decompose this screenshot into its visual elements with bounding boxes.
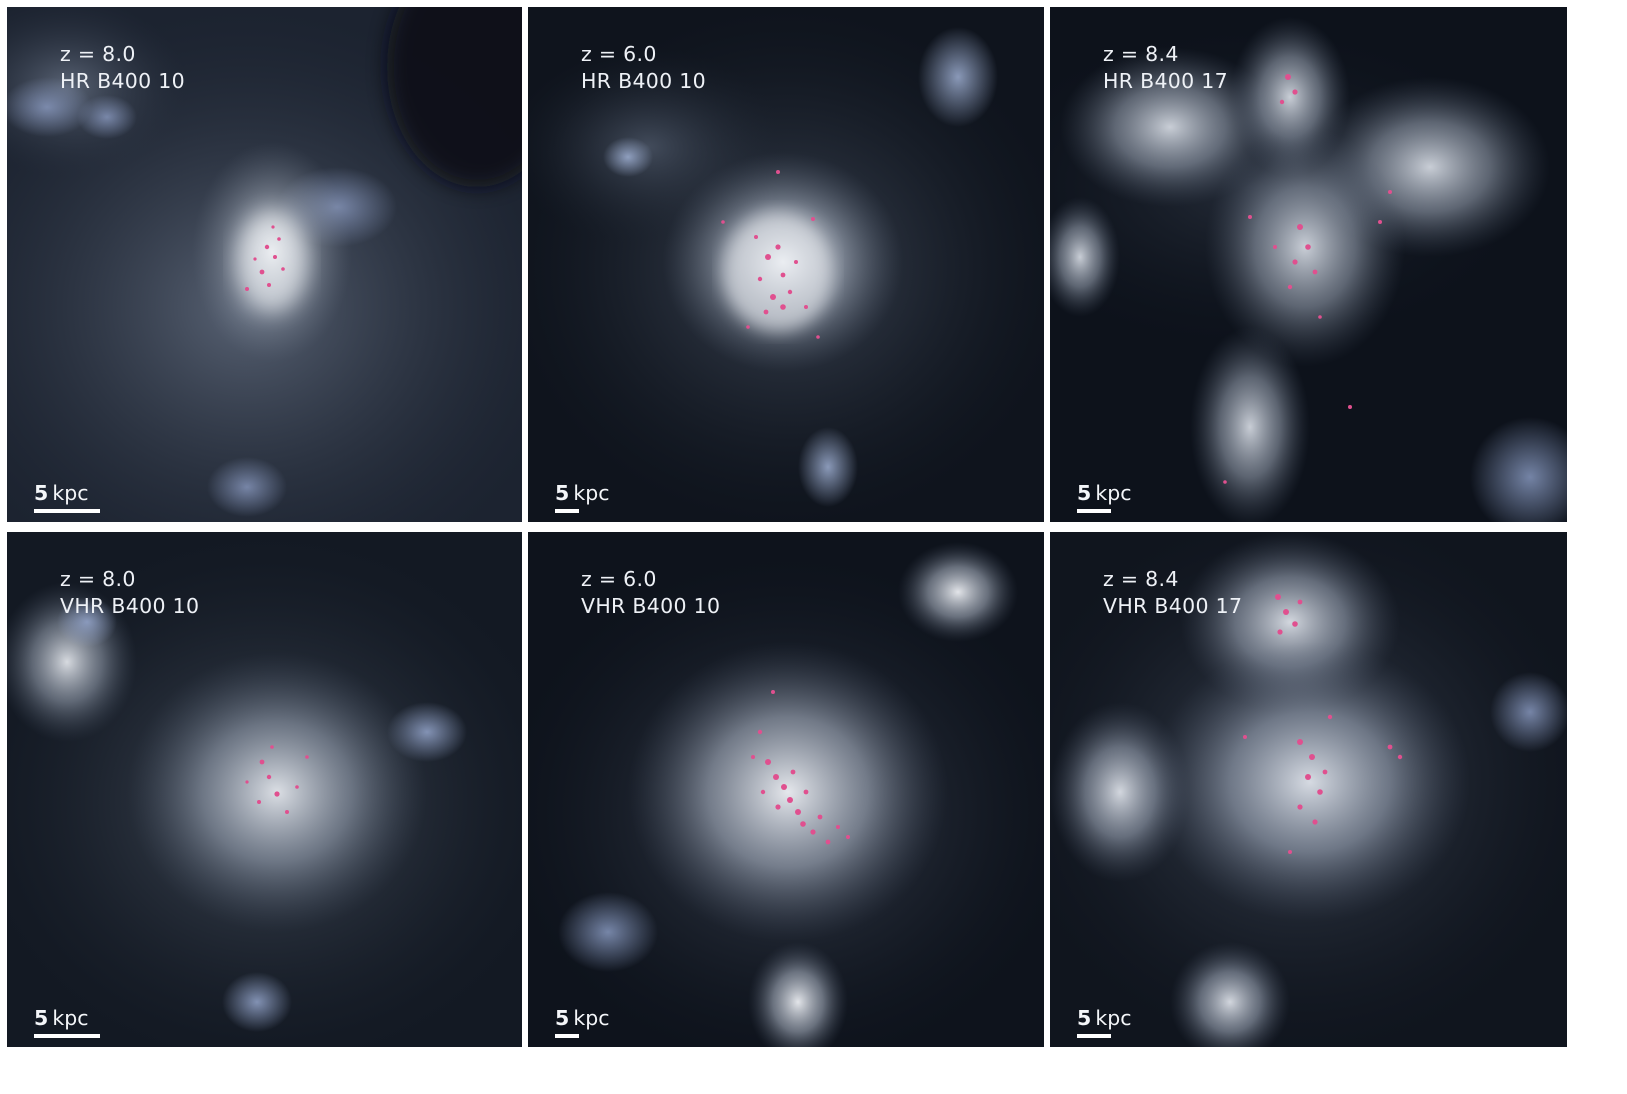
panel-label: z = 6.0 HR B400 10 xyxy=(581,41,706,95)
run-name-label: VHR B400 17 xyxy=(1103,594,1243,618)
panel-label: z = 8.0 VHR B400 10 xyxy=(60,566,199,620)
scale-bar-label: 5 kpc xyxy=(1077,481,1132,505)
scale-bar-label: 5 kpc xyxy=(1077,1006,1132,1030)
run-name-label: VHR B400 10 xyxy=(581,594,721,618)
redshift-label: z = 8.0 xyxy=(60,567,136,591)
scale-bar-label: 5 kpc xyxy=(555,481,610,505)
scale-unit: kpc xyxy=(1095,481,1132,505)
scale-value: 5 xyxy=(34,1006,49,1030)
gas-density-image xyxy=(1050,532,1567,1047)
panel-label: z = 8.4 HR B400 17 xyxy=(1103,41,1228,95)
panel-label: z = 8.4 VHR B400 17 xyxy=(1103,566,1242,620)
scale-value: 5 xyxy=(1077,481,1092,505)
scale-bar-line xyxy=(555,1034,579,1038)
gas-density-image xyxy=(528,7,1044,522)
panel-hr-b400-10-z8: z = 8.0 HR B400 10 5 kpc xyxy=(7,7,522,522)
scale-value: 5 xyxy=(1077,1006,1092,1030)
scale-value: 5 xyxy=(555,1006,570,1030)
panel-vhr-b400-10-z8: z = 8.0 VHR B400 10 5 kpc xyxy=(7,532,522,1047)
run-name-label: HR B400 10 xyxy=(581,69,706,93)
gas-density-image xyxy=(528,532,1044,1047)
gas-density-image xyxy=(1050,7,1567,522)
scale-bar: 5 kpc xyxy=(1077,481,1132,513)
panel-label: z = 8.0 HR B400 10 xyxy=(60,41,185,95)
redshift-label: z = 6.0 xyxy=(581,567,657,591)
scale-bar: 5 kpc xyxy=(34,481,100,513)
scale-bar-line xyxy=(1077,509,1111,513)
scale-bar-line xyxy=(34,1034,100,1038)
redshift-label: z = 8.0 xyxy=(60,42,136,66)
panel-vhr-b400-17-z8-4: z = 8.4 VHR B400 17 5 kpc xyxy=(1050,532,1567,1047)
panel-hr-b400-10-z6: z = 6.0 HR B400 10 5 kpc xyxy=(528,7,1044,522)
run-name-label: VHR B400 10 xyxy=(60,594,200,618)
scale-bar-label: 5 kpc xyxy=(555,1006,610,1030)
redshift-label: z = 8.4 xyxy=(1103,42,1179,66)
scale-bar: 5 kpc xyxy=(1077,1006,1132,1038)
scale-unit: kpc xyxy=(1095,1006,1132,1030)
gas-density-image xyxy=(7,7,522,522)
run-name-label: HR B400 17 xyxy=(1103,69,1228,93)
scale-bar: 5 kpc xyxy=(34,1006,100,1038)
scale-bar: 5 kpc xyxy=(555,1006,610,1038)
scale-value: 5 xyxy=(555,481,570,505)
scale-value: 5 xyxy=(34,481,49,505)
scale-bar-line xyxy=(555,509,579,513)
image-grid: z = 8.0 HR B400 10 5 kpc xyxy=(7,7,1627,1094)
panel-label: z = 6.0 VHR B400 10 xyxy=(581,566,720,620)
scale-bar-label: 5 kpc xyxy=(34,1006,100,1030)
scale-unit: kpc xyxy=(573,481,610,505)
redshift-label: z = 8.4 xyxy=(1103,567,1179,591)
scale-bar-label: 5 kpc xyxy=(34,481,100,505)
redshift-label: z = 6.0 xyxy=(581,42,657,66)
scale-unit: kpc xyxy=(573,1006,610,1030)
scale-bar-line xyxy=(1077,1034,1111,1038)
panel-hr-b400-17-z8-4: z = 8.4 HR B400 17 5 kpc xyxy=(1050,7,1567,522)
gas-density-image xyxy=(7,532,522,1047)
panel-vhr-b400-10-z6: z = 6.0 VHR B400 10 5 kpc xyxy=(528,532,1044,1047)
scale-unit: kpc xyxy=(52,1006,89,1030)
run-name-label: HR B400 10 xyxy=(60,69,185,93)
scale-unit: kpc xyxy=(52,481,89,505)
scale-bar-line xyxy=(34,509,100,513)
scale-bar: 5 kpc xyxy=(555,481,610,513)
